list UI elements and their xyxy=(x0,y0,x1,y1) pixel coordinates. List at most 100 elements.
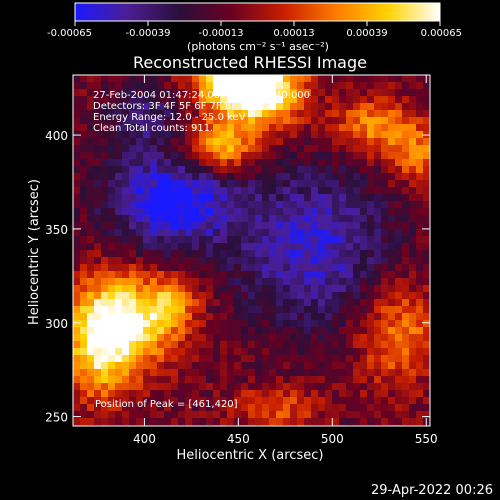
heatmap-cell xyxy=(101,306,109,314)
heatmap-cell xyxy=(80,215,88,223)
heatmap-cell xyxy=(395,131,403,139)
heatmap-cell xyxy=(360,138,368,146)
heatmap-cell xyxy=(185,264,193,272)
heatmap-cell xyxy=(80,404,88,412)
heatmap-cell xyxy=(199,166,207,174)
heatmap-cell xyxy=(150,82,158,90)
heatmap-cell xyxy=(353,397,361,405)
heatmap-cell xyxy=(290,285,298,293)
heatmap-cell xyxy=(269,215,277,223)
heatmap-cell xyxy=(157,96,165,104)
heatmap-cell xyxy=(381,89,389,97)
heatmap-cell xyxy=(276,180,284,188)
heatmap-cell xyxy=(269,306,277,314)
heatmap-cell xyxy=(73,229,81,237)
heatmap-cell xyxy=(94,194,102,202)
heatmap-cell xyxy=(101,369,109,377)
heatmap-cell xyxy=(416,75,424,83)
heatmap-cell xyxy=(178,229,186,237)
colorbar-tick-label: -0.00039 xyxy=(126,28,171,39)
heatmap-cell xyxy=(122,89,130,97)
heatmap-cell xyxy=(136,271,144,279)
heatmap-cell xyxy=(73,299,81,307)
heatmap-cell xyxy=(346,236,354,244)
heatmap-cell xyxy=(164,404,172,412)
heatmap-cell xyxy=(283,271,291,279)
heatmap-cell xyxy=(122,124,130,132)
heatmap-cell xyxy=(73,362,81,370)
heatmap-cell xyxy=(367,397,375,405)
heatmap-cell xyxy=(262,278,270,286)
heatmap-cell xyxy=(423,355,430,363)
heatmap-cell xyxy=(269,236,277,244)
heatmap-cell xyxy=(178,313,186,321)
heatmap-cell xyxy=(297,348,305,356)
x-axis-ticks: 400 450 500 550 xyxy=(133,75,438,446)
heatmap-cell xyxy=(178,369,186,377)
heatmap-cell xyxy=(199,75,207,83)
heatmap-cell xyxy=(269,82,277,90)
heatmap-cell xyxy=(388,124,396,132)
heatmap-cell xyxy=(185,320,193,328)
heatmap-cell xyxy=(171,208,179,216)
heatmap-cell xyxy=(423,306,430,314)
heatmap-cell xyxy=(150,243,158,251)
heatmap-cell xyxy=(332,320,340,328)
heatmap-cell xyxy=(248,334,256,342)
heatmap-cell xyxy=(304,138,312,146)
heatmap-cell xyxy=(283,278,291,286)
heatmap-cell xyxy=(304,292,312,300)
heatmap-cell xyxy=(255,236,263,244)
heatmap-cell xyxy=(297,376,305,384)
heatmap-cell xyxy=(423,348,430,356)
heatmap-cell xyxy=(332,152,340,160)
heatmap-cell xyxy=(94,397,102,405)
heatmap-cell xyxy=(171,292,179,300)
heatmap-cell xyxy=(388,131,396,139)
heatmap-cell xyxy=(304,222,312,230)
heatmap-cell xyxy=(416,397,424,405)
heatmap-cell xyxy=(409,285,417,293)
heatmap-cell xyxy=(276,306,284,314)
heatmap-cell xyxy=(73,201,81,209)
heatmap-cell xyxy=(80,152,88,160)
heatmap-cell xyxy=(94,222,102,230)
heatmap-cell xyxy=(339,243,347,251)
heatmap-cell xyxy=(129,285,137,293)
heatmap-cell xyxy=(122,166,130,174)
heatmap-cell xyxy=(87,110,95,118)
heatmap-cell xyxy=(325,75,333,83)
heatmap-cell xyxy=(227,187,235,195)
heatmap-cell xyxy=(80,320,88,328)
heatmap-cell xyxy=(255,117,263,125)
heatmap-cell xyxy=(255,390,263,398)
heatmap-cell xyxy=(157,285,165,293)
heatmap-cell xyxy=(318,82,326,90)
heatmap-cell xyxy=(325,110,333,118)
heatmap-cell xyxy=(276,215,284,223)
heatmap-cell xyxy=(164,397,172,405)
heatmap-cell xyxy=(241,278,249,286)
heatmap-cell xyxy=(318,110,326,118)
heatmap-cell xyxy=(227,390,235,398)
heatmap-cell xyxy=(164,299,172,307)
heatmap-cell xyxy=(416,376,424,384)
heatmap-cell xyxy=(87,250,95,258)
heatmap-cell xyxy=(157,131,165,139)
heatmap-cell xyxy=(262,194,270,202)
heatmap-cell xyxy=(304,243,312,251)
heatmap-cell xyxy=(136,131,144,139)
heatmap-cell xyxy=(164,82,172,90)
heatmap-cell xyxy=(213,320,221,328)
heatmap-cell xyxy=(101,166,109,174)
heatmap-cell xyxy=(353,341,361,349)
heatmap-cell xyxy=(416,131,424,139)
heatmap-cell xyxy=(311,271,319,279)
heatmap-cell xyxy=(402,397,410,405)
heatmap-cell xyxy=(136,215,144,223)
heatmap-cell xyxy=(80,250,88,258)
heatmap-cell xyxy=(220,110,228,118)
heatmap-cell xyxy=(143,243,151,251)
heatmap-cell xyxy=(136,404,144,412)
heatmap-cell xyxy=(171,131,179,139)
